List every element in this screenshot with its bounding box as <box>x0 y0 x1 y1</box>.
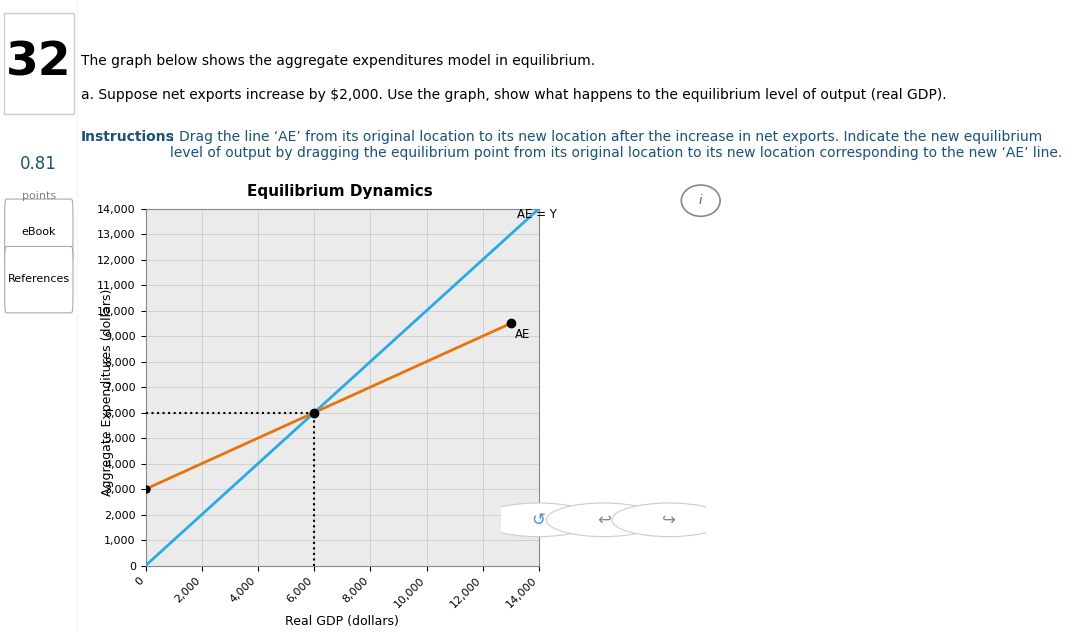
Text: : Drag the line ‘AE’ from its original location to its new location after the in: : Drag the line ‘AE’ from its original l… <box>170 130 1063 160</box>
X-axis label: Real GDP (dollars): Real GDP (dollars) <box>286 616 399 628</box>
Text: 0.81: 0.81 <box>20 155 57 173</box>
Text: References: References <box>8 274 70 284</box>
Text: AE: AE <box>515 329 530 341</box>
Text: ↺: ↺ <box>531 511 545 529</box>
FancyBboxPatch shape <box>4 199 73 265</box>
Circle shape <box>547 503 661 537</box>
Text: ↪: ↪ <box>662 511 676 529</box>
Text: 32: 32 <box>6 40 71 86</box>
Text: Equilibrium Dynamics: Equilibrium Dynamics <box>247 184 432 199</box>
Circle shape <box>612 503 727 537</box>
Text: Instructions: Instructions <box>81 130 175 143</box>
Text: points: points <box>22 191 56 201</box>
Text: ↩: ↩ <box>597 511 610 529</box>
Text: AE = Y: AE = Y <box>516 209 556 221</box>
Text: Aggregate Expenditures (dollars): Aggregate Expenditures (dollars) <box>101 288 114 495</box>
Text: eBook: eBook <box>22 227 56 237</box>
Circle shape <box>681 185 720 216</box>
Text: The graph below shows the aggregate expenditures model in equilibrium.: The graph below shows the aggregate expe… <box>81 54 595 68</box>
Circle shape <box>481 503 595 537</box>
FancyBboxPatch shape <box>4 13 73 114</box>
FancyBboxPatch shape <box>4 246 73 313</box>
Text: a. Suppose net exports increase by $2,000. Use the graph, show what happens to t: a. Suppose net exports increase by $2,00… <box>81 88 946 102</box>
Text: i: i <box>699 194 703 207</box>
